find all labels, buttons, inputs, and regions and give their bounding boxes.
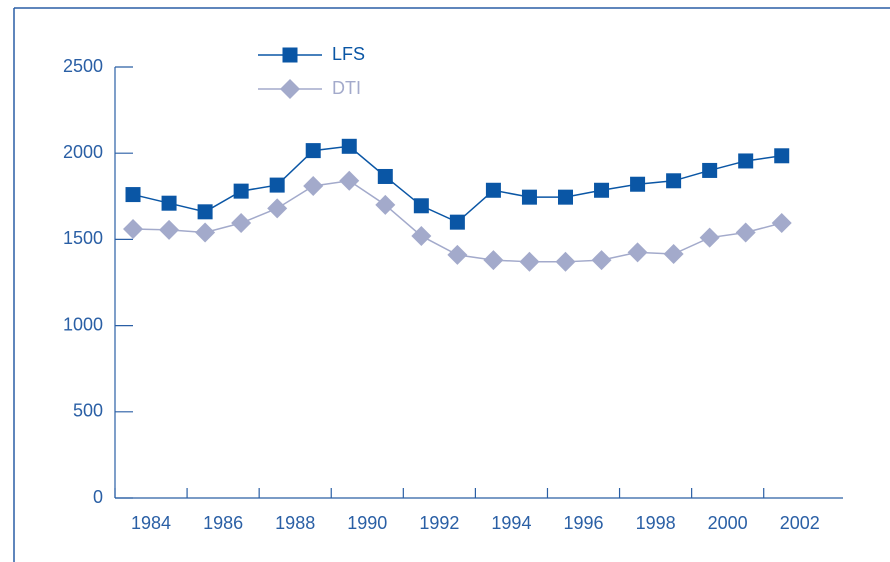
x-tick-label: 1990 [347,513,387,533]
point [521,189,537,205]
point [555,251,576,272]
y-tick-label: 2500 [63,56,103,76]
y-tick-label: 1000 [63,314,103,334]
point [594,182,610,198]
point [699,227,720,248]
point [702,162,718,178]
point [519,251,540,272]
point [735,222,756,243]
point [630,176,646,192]
x-tick-label: 2000 [708,513,748,533]
point [413,198,429,214]
point [159,219,180,240]
point [557,189,573,205]
point [231,213,252,234]
point [485,182,501,198]
point [161,195,177,211]
x-tick-label: 1988 [275,513,315,533]
point [305,143,321,159]
point [771,213,792,234]
x-tick-label: 1994 [491,513,531,533]
legend-label: LFS [332,44,365,64]
point [339,170,360,191]
point [123,219,144,240]
y-tick-label: 2000 [63,142,103,162]
y-tick-label: 1500 [63,228,103,248]
series-line [132,145,782,224]
point [663,244,684,265]
point [411,225,432,246]
x-tick-label: 1996 [563,513,603,533]
point [125,187,141,203]
y-tick-label: 500 [73,401,103,421]
point [195,222,216,243]
y-tick-label: 0 [93,487,103,507]
legend-marker [282,47,298,63]
x-tick-label: 1986 [203,513,243,533]
point [774,148,790,164]
point [197,204,213,220]
point [483,250,504,271]
point [591,250,612,271]
x-tick-label: 1998 [636,513,676,533]
point [267,198,288,219]
point [666,173,682,189]
point [303,175,324,196]
point [341,138,357,154]
x-tick-label: 1984 [131,513,171,533]
point [269,177,285,193]
point [449,214,465,230]
point [233,183,249,199]
point [627,242,648,263]
point [377,168,393,184]
point [375,194,396,215]
legend-label: DTI [332,78,361,98]
x-tick-label: 1992 [419,513,459,533]
point [447,244,468,265]
legend-marker [280,79,300,99]
x-tick-label: 2002 [780,513,820,533]
point [738,153,754,169]
